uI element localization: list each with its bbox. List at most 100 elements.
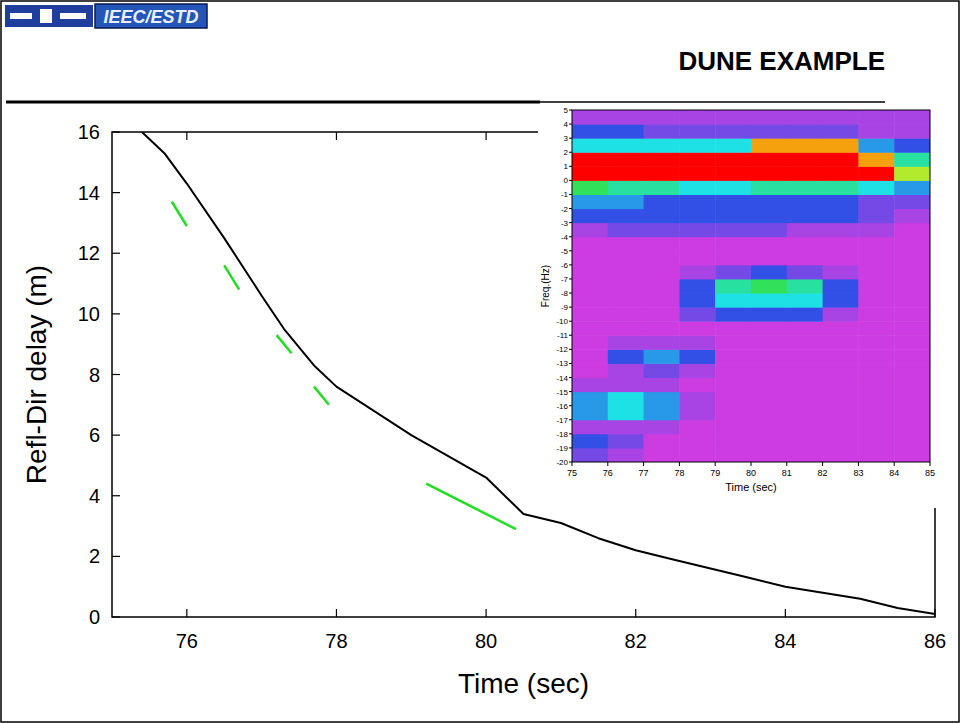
- heat-cell: [608, 124, 644, 139]
- inset-y-tick: [569, 250, 572, 251]
- heat-cell: [823, 349, 859, 364]
- heat-cell: [858, 434, 894, 449]
- heat-cell: [679, 378, 715, 393]
- heat-cell: [715, 223, 751, 238]
- heat-cell: [715, 237, 751, 252]
- heat-cell: [608, 237, 644, 252]
- inset-x-tick-label: 84: [889, 468, 899, 478]
- heat-cell: [751, 307, 787, 322]
- inset-y-tick: [569, 363, 572, 364]
- heat-cell: [572, 209, 608, 224]
- heat-cell: [787, 349, 823, 364]
- inset-y-tick-label: 2: [564, 148, 569, 157]
- heat-cell: [679, 279, 715, 294]
- inset-x-tick-label: 77: [639, 468, 649, 478]
- inset-x-tick-label: 82: [818, 468, 828, 478]
- y-tick: [112, 131, 120, 132]
- heat-cell: [787, 138, 823, 153]
- inset-y-tick-label: -19: [556, 444, 568, 453]
- heat-cell: [858, 307, 894, 322]
- heat-cell: [894, 166, 930, 181]
- inset-y-tick-label: 3: [564, 134, 569, 143]
- heat-cell: [608, 307, 644, 322]
- heat-cell: [679, 307, 715, 322]
- heat-cell: [679, 265, 715, 280]
- inset-y-tick: [569, 335, 572, 336]
- inset-y-tick-label: -11: [557, 331, 569, 340]
- inset-y-tick: [569, 447, 572, 448]
- heat-cell: [572, 448, 608, 462]
- inset-y-tick: [569, 236, 572, 237]
- heat-cell: [894, 209, 930, 224]
- inset-y-tick-label: -13: [556, 359, 568, 368]
- y-tick-label: 4: [89, 485, 100, 507]
- heat-cell: [751, 265, 787, 280]
- heat-cell: [679, 138, 715, 153]
- heat-cell: [858, 448, 894, 462]
- heat-cell: [644, 110, 680, 125]
- heat-cell: [894, 251, 930, 266]
- heat-cell: [572, 321, 608, 336]
- inset-y-tick: [569, 433, 572, 434]
- heat-cell: [644, 448, 680, 462]
- heat-cell: [751, 378, 787, 393]
- heat-cell: [679, 152, 715, 167]
- y-tick: [112, 313, 120, 314]
- heat-cell: [823, 166, 859, 181]
- heat-cell: [572, 166, 608, 181]
- heat-cell: [679, 180, 715, 195]
- slide-title: DUNE EXAMPLE: [678, 46, 885, 76]
- heat-cell: [894, 194, 930, 209]
- heat-cell: [858, 251, 894, 266]
- heat-cell: [608, 152, 644, 167]
- heat-cell: [572, 434, 608, 449]
- heat-cell: [858, 363, 894, 378]
- heat-cell: [787, 110, 823, 125]
- inset-y-tick-label: -3: [561, 219, 569, 228]
- heat-cell: [823, 138, 859, 153]
- inset-y-tick-label: -10: [556, 317, 568, 326]
- heat-cell: [715, 279, 751, 294]
- inset-y-tick-label: -9: [561, 303, 569, 312]
- heat-cell: [751, 223, 787, 238]
- heat-cell: [572, 363, 608, 378]
- heat-cell: [787, 223, 823, 238]
- inset-y-tick-label: -16: [556, 402, 568, 411]
- inset-x-tick-label: 81: [782, 468, 792, 478]
- inset-y-tick: [569, 349, 572, 350]
- heat-cell: [644, 124, 680, 139]
- title-rule: [540, 101, 885, 103]
- heat-cell: [823, 265, 859, 280]
- heat-cell: [644, 152, 680, 167]
- heat-cell: [715, 138, 751, 153]
- heat-cell: [894, 237, 930, 252]
- heat-cell: [823, 420, 859, 435]
- heat-cell: [644, 378, 680, 393]
- heat-cell: [858, 180, 894, 195]
- heat-cell: [751, 349, 787, 364]
- heat-cell: [715, 194, 751, 209]
- heat-cell: [644, 434, 680, 449]
- inset-x-tick-label: 80: [746, 468, 756, 478]
- heat-cell: [858, 124, 894, 139]
- heat-cell: [572, 124, 608, 139]
- inset-y-tick-label: -2: [561, 205, 569, 214]
- heat-cell: [787, 152, 823, 167]
- fit-segments: [172, 202, 516, 529]
- heat-cell: [858, 209, 894, 224]
- inset-x-tick: [858, 462, 859, 466]
- heat-cell: [572, 110, 608, 125]
- heat-cell: [751, 138, 787, 153]
- y-tick: [112, 435, 120, 436]
- heat-cell: [751, 251, 787, 266]
- heat-cell: [751, 180, 787, 195]
- inset-x-tick-label: 75: [567, 468, 577, 478]
- heat-cell: [751, 335, 787, 350]
- inset-y-tick: [569, 405, 572, 406]
- heat-cell: [572, 194, 608, 209]
- heat-cell: [823, 110, 859, 125]
- cells: [572, 110, 930, 462]
- heat-cell: [894, 321, 930, 336]
- x-tick: [485, 132, 486, 140]
- inset-y-tick: [569, 377, 572, 378]
